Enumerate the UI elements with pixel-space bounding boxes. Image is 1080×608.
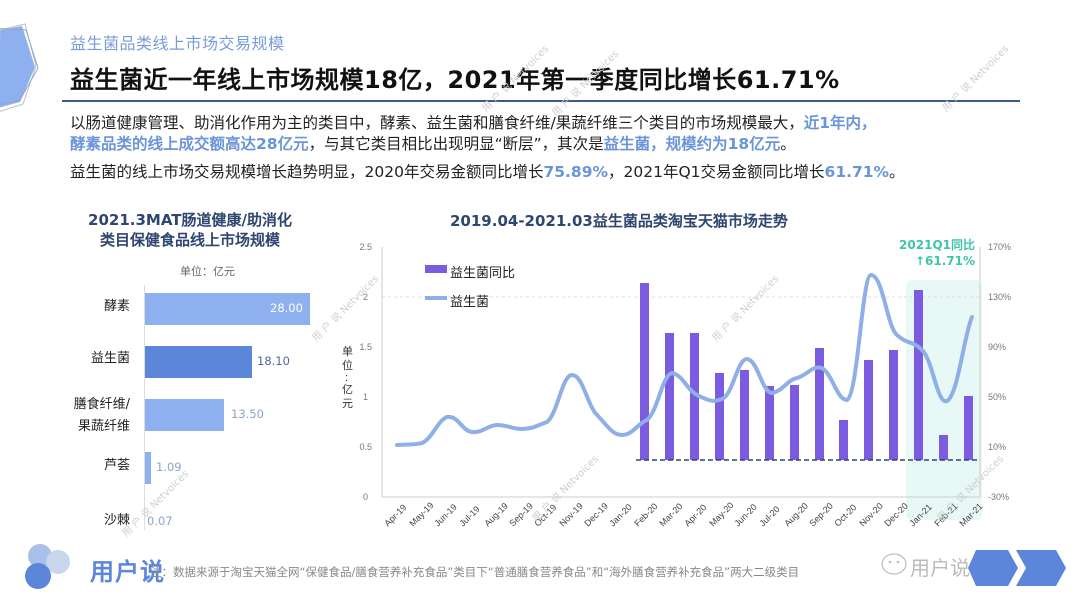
page-title: 益生菌近一年线上市场规模18亿，2021年第一季度同比增长61.71% (70, 66, 840, 94)
svg-text:Dec-20: Dec-20 (882, 501, 910, 529)
bar-value-jiaosu: 28.00 (270, 301, 303, 315)
line-series-yishengjun (395, 272, 974, 447)
svg-text:50%: 50% (988, 392, 1006, 402)
svg-text:Oct-19: Oct-19 (532, 502, 558, 528)
paragraph-text: 。 (780, 135, 796, 153)
bar-jiaosu (145, 293, 310, 325)
paragraph-text: ，2021年Q1交易金额同比增长 (608, 163, 825, 181)
bar-label-luhui: 芦荟 (103, 458, 130, 473)
svg-text:Aug-20: Aug-20 (782, 501, 810, 529)
svg-text:2: 2 (363, 292, 368, 302)
svg-text:位: 位 (342, 358, 353, 372)
svg-text:Jun-19: Jun-19 (432, 502, 459, 529)
data-source-note: 注：数据来源于淘宝天猫全网“保健食品/膳食营养补充食品”类目下“普通膳食营养食品… (150, 565, 800, 579)
svg-text:170%: 170% (988, 242, 1011, 252)
summary-paragraph-1-line-1: 以肠道健康管理、助消化作用为主的类目中，酵素、益生菌和膳食纤维/果蔬纤维三个类目… (70, 113, 877, 134)
svg-text:90%: 90% (988, 342, 1006, 352)
bar-label-shaji: 沙棘 (103, 513, 130, 528)
svg-text:0.5: 0.5 (359, 442, 372, 452)
logo-icon (25, 544, 70, 589)
svg-text:Mar-20: Mar-20 (657, 501, 684, 528)
wechat-icon (881, 553, 907, 575)
svg-text:Jul-19: Jul-19 (457, 504, 481, 528)
paragraph-text: 以肠道健康管理、助消化作用为主的类目中，酵素、益生菌和膳食纤维/果蔬纤维三个类目… (70, 114, 804, 132)
svg-text:Jun-20: Jun-20 (732, 502, 759, 529)
watermark: 用 户 说 Netvoices (940, 43, 1012, 115)
svg-text::: : (345, 372, 348, 384)
q1-annotation: 2021Q1同比 ↑61.71% (880, 237, 975, 269)
left-chart-axis (144, 285, 145, 530)
bar-label-yishengjun: 益生菌 (90, 351, 130, 366)
right-chart-title: 2019.04-2021.03益生菌品类淘宝天猫市场走势 (450, 212, 788, 230)
paragraph-text: 。 (889, 163, 905, 181)
legend-bar-label: 益生菌同比 (450, 266, 516, 281)
bar-value-shaji: 0.07 (147, 514, 173, 528)
svg-text:Sep-19: Sep-19 (507, 501, 535, 529)
svg-text:Jul-20: Jul-20 (757, 504, 781, 528)
svg-text:亿: 亿 (342, 383, 353, 396)
q1-annotation-line-2: ↑61.71% (914, 254, 975, 268)
svg-text:130%: 130% (988, 292, 1011, 302)
section-subtitle: 益生菌品类线上市场交易规模 (70, 34, 285, 53)
legend-line-label: 益生菌 (450, 295, 490, 310)
svg-text:2.5: 2.5 (359, 242, 372, 252)
svg-text:Sep-20: Sep-20 (807, 501, 835, 529)
svg-text:单: 单 (342, 345, 353, 358)
paragraph-highlight: 近1年内， (803, 114, 877, 132)
q1-annotation-line-1: 2021Q1同比 (899, 238, 975, 252)
left-chart-unit: 单位：亿元 (180, 265, 235, 278)
svg-text:-30%: -30% (988, 492, 1009, 502)
svg-text:元: 元 (342, 398, 353, 410)
svg-text:Nov-19: Nov-19 (557, 501, 585, 529)
svg-text:Aug-19: Aug-19 (482, 501, 510, 529)
svg-text:Nov-20: Nov-20 (857, 501, 885, 529)
paragraph-highlight: 75.89% (543, 163, 609, 181)
left-chart-title: 2021.3MAT肠道健康/助消化 类目保健食品线上市场规模 (70, 210, 310, 250)
logo-text: 用户说 (90, 558, 165, 586)
bar-yishengjun (145, 346, 252, 378)
wechat-account-name: 用户说 (910, 556, 970, 580)
bar-value-shanshi: 13.50 (231, 407, 264, 421)
bar-luhui (145, 452, 151, 484)
svg-text:May-20: May-20 (707, 500, 735, 528)
svg-text:Dec-19: Dec-19 (582, 501, 610, 529)
paragraph-highlight: 益生菌，规模约为18亿元 (603, 135, 781, 153)
decorative-hexagon-icon (0, 23, 39, 112)
bar-value-yishengjun: 18.10 (257, 354, 290, 368)
left-chart-title-line-1: 2021.3MAT肠道健康/助消化 (88, 211, 292, 229)
left-chart-title-line-2: 类目保健食品线上市场规模 (99, 231, 280, 249)
svg-text:May-19: May-19 (407, 500, 435, 528)
svg-text:Apr-20: Apr-20 (682, 502, 708, 528)
paragraph-highlight: 61.71% (824, 163, 890, 181)
summary-paragraph-1-line-2: 酵素品类的线上成交额高达28亿元，与其它类目相比出现明显“断层”，其次是益生菌，… (70, 134, 796, 155)
title-divider (62, 100, 1020, 102)
svg-text:1: 1 (363, 392, 368, 402)
summary-paragraph-2: 益生菌的线上市场交易规模增长趋势明显，2020年交易金额同比增长75.89%，2… (70, 162, 905, 183)
svg-text:Oct-20: Oct-20 (832, 502, 858, 528)
bar-shanshi (145, 399, 224, 431)
svg-text:10%: 10% (988, 442, 1006, 452)
bar-label-shanshi: 膳食纤维/果蔬纤维 (73, 397, 130, 434)
paragraph-text: 益生菌的线上市场交易规模增长趋势明显，2020年交易金额同比增长 (70, 163, 544, 181)
paragraph-text: ，与其它类目相比出现明显“断层”，其次是 (308, 135, 604, 153)
svg-text:Apr-19: Apr-19 (382, 502, 408, 528)
paragraph-highlight: 酵素品类的线上成交额高达28亿元 (70, 135, 309, 153)
bar-value-luhui: 1.09 (156, 460, 182, 474)
page-badge-hexagons (968, 550, 1066, 586)
svg-text:Feb-20: Feb-20 (632, 501, 659, 528)
bar-label-jiaosu: 酵素 (103, 299, 130, 314)
svg-text:1.5: 1.5 (359, 342, 372, 352)
svg-text:Jan-20: Jan-20 (607, 502, 634, 529)
combo-chart: 0 0.5 1 1.5 2 2.5 -30% 10% 50% 90% 130% … (342, 242, 1011, 529)
svg-text:0: 0 (363, 492, 368, 502)
